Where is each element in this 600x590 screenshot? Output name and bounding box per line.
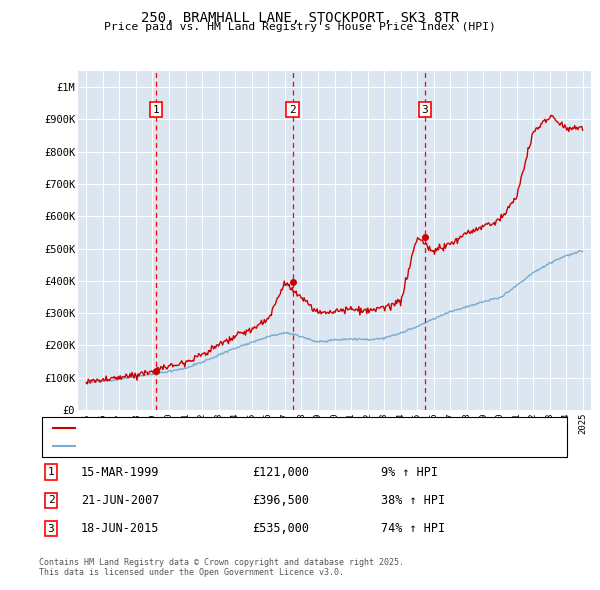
Text: £396,500: £396,500 bbox=[252, 494, 309, 507]
Text: 250, BRAMHALL LANE, STOCKPORT, SK3 8TR (detached house): 250, BRAMHALL LANE, STOCKPORT, SK3 8TR (… bbox=[81, 423, 439, 433]
Text: Contains HM Land Registry data © Crown copyright and database right 2025.
This d: Contains HM Land Registry data © Crown c… bbox=[39, 558, 404, 577]
Text: 15-MAR-1999: 15-MAR-1999 bbox=[81, 466, 160, 478]
Text: 3: 3 bbox=[47, 524, 55, 533]
Text: 2: 2 bbox=[289, 104, 296, 114]
Text: 21-JUN-2007: 21-JUN-2007 bbox=[81, 494, 160, 507]
Text: 3: 3 bbox=[421, 104, 428, 114]
Text: 1: 1 bbox=[152, 104, 160, 114]
Text: 1: 1 bbox=[47, 467, 55, 477]
Text: Price paid vs. HM Land Registry's House Price Index (HPI): Price paid vs. HM Land Registry's House … bbox=[104, 22, 496, 32]
Text: £535,000: £535,000 bbox=[252, 522, 309, 535]
Text: 38% ↑ HPI: 38% ↑ HPI bbox=[381, 494, 445, 507]
Text: 9% ↑ HPI: 9% ↑ HPI bbox=[381, 466, 438, 478]
Text: 2: 2 bbox=[47, 496, 55, 505]
Text: 74% ↑ HPI: 74% ↑ HPI bbox=[381, 522, 445, 535]
Text: 250, BRAMHALL LANE, STOCKPORT, SK3 8TR: 250, BRAMHALL LANE, STOCKPORT, SK3 8TR bbox=[141, 11, 459, 25]
Text: HPI: Average price, detached house, Stockport: HPI: Average price, detached house, Stoc… bbox=[81, 441, 373, 451]
Text: 18-JUN-2015: 18-JUN-2015 bbox=[81, 522, 160, 535]
Text: £121,000: £121,000 bbox=[252, 466, 309, 478]
